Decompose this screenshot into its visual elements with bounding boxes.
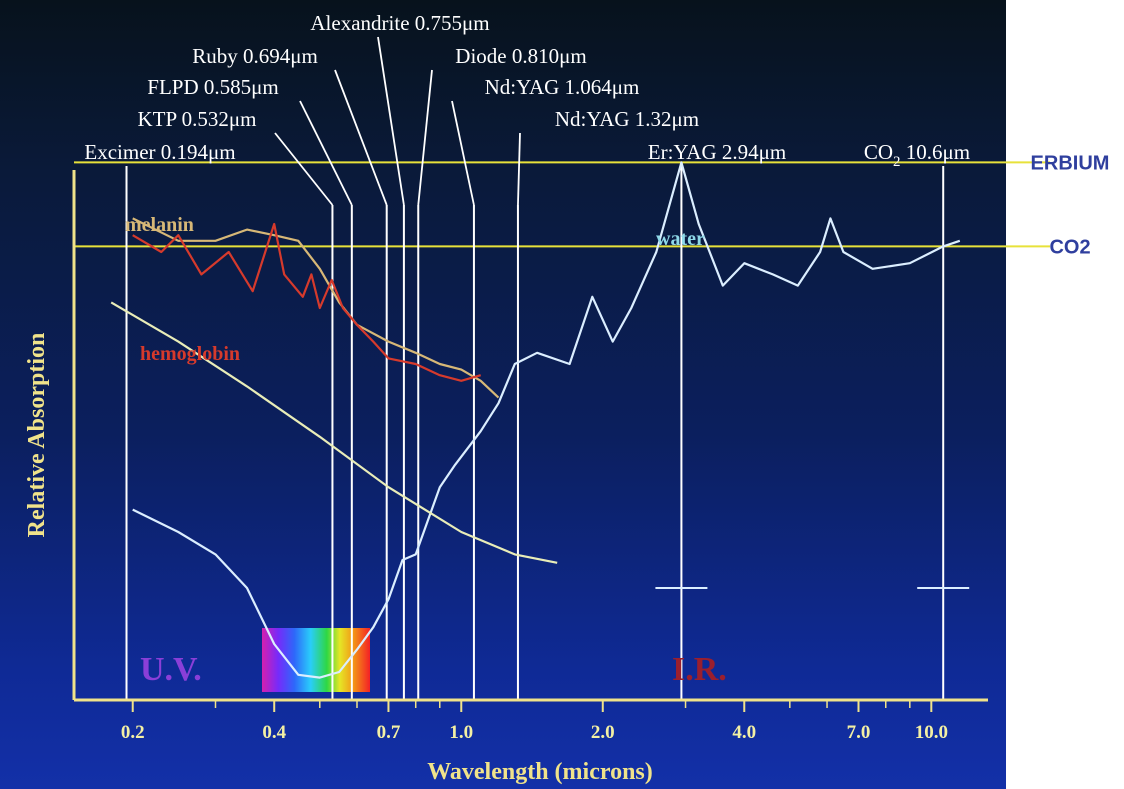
laser-label-1: KTP 0.532μm — [138, 107, 257, 131]
laser-leader-7 — [517, 132, 521, 206]
laser-leader-2 — [299, 100, 353, 206]
laser-leader-5 — [417, 69, 433, 206]
series-label-water: water — [656, 228, 705, 250]
laser-label-8: Er:YAG 2.94μm — [648, 140, 786, 164]
laser-label-main: CO — [864, 140, 893, 164]
visible-spectrum-band — [262, 628, 370, 692]
laser-label-3: Ruby 0.694μm — [192, 44, 318, 68]
region-label-uv: U.V. — [140, 651, 202, 688]
x-tick-label: 0.4 — [262, 722, 286, 743]
x-axis-title: Wavelength (microns) — [427, 759, 653, 785]
laser-wavelength-lines: Excimer 0.194μm KTP 0.532μm FLPD 0.585μm Ru… — [84, 11, 970, 700]
series-label-melanin: melanin — [125, 214, 194, 236]
region-label-ir: I.R. — [672, 651, 727, 688]
laser-leader-3 — [334, 69, 388, 206]
laser-leader-6 — [451, 100, 475, 206]
reference-lines: ERBIUM CO2 — [74, 152, 1109, 258]
laser-label-2: FLPD 0.585μm — [147, 75, 278, 99]
laser-label-7: Nd:YAG 1.32μm — [555, 107, 699, 131]
x-tick-label: 1.0 — [449, 722, 473, 743]
x-tick-label: 7.0 — [847, 722, 871, 743]
reference-label-co2: CO2 — [1049, 236, 1090, 258]
x-tick-label: 0.7 — [377, 722, 401, 743]
absorption-curves — [110, 161, 961, 679]
laser-label-4: Alexandrite 0.755μm — [310, 11, 489, 35]
x-tick-label: 2.0 — [591, 722, 615, 743]
laser-label-suffix: 10.6μm — [901, 140, 971, 164]
laser-leader-4 — [377, 36, 405, 206]
series-line-background — [110, 301, 558, 564]
laser-leader-1 — [274, 132, 334, 206]
series-line-melanin — [132, 217, 500, 399]
laser-label-0: Excimer 0.194μm — [84, 140, 235, 164]
x-tick-label: 10.0 — [915, 722, 948, 743]
laser-label-9: CO2 10.6μm — [864, 140, 970, 170]
x-tick-label: 0.2 — [121, 722, 145, 743]
x-axis-ticks: 0.2 0.4 0.7 1.0 2.0 4.0 7.0 10.0 — [121, 700, 948, 743]
series-line-water — [132, 161, 961, 679]
series-line-hemoglobin — [132, 222, 482, 382]
laser-label-5: Diode 0.810μm — [455, 44, 586, 68]
reference-label-erbium: ERBIUM — [1031, 152, 1110, 174]
laser-label-6: Nd:YAG 1.064μm — [485, 75, 640, 99]
x-tick-label: 4.0 — [732, 722, 756, 743]
series-label-hemoglobin: hemoglobin — [140, 343, 240, 365]
laser-label-subscript: 2 — [893, 154, 901, 170]
y-axis-title: Relative Absorption — [24, 333, 50, 538]
